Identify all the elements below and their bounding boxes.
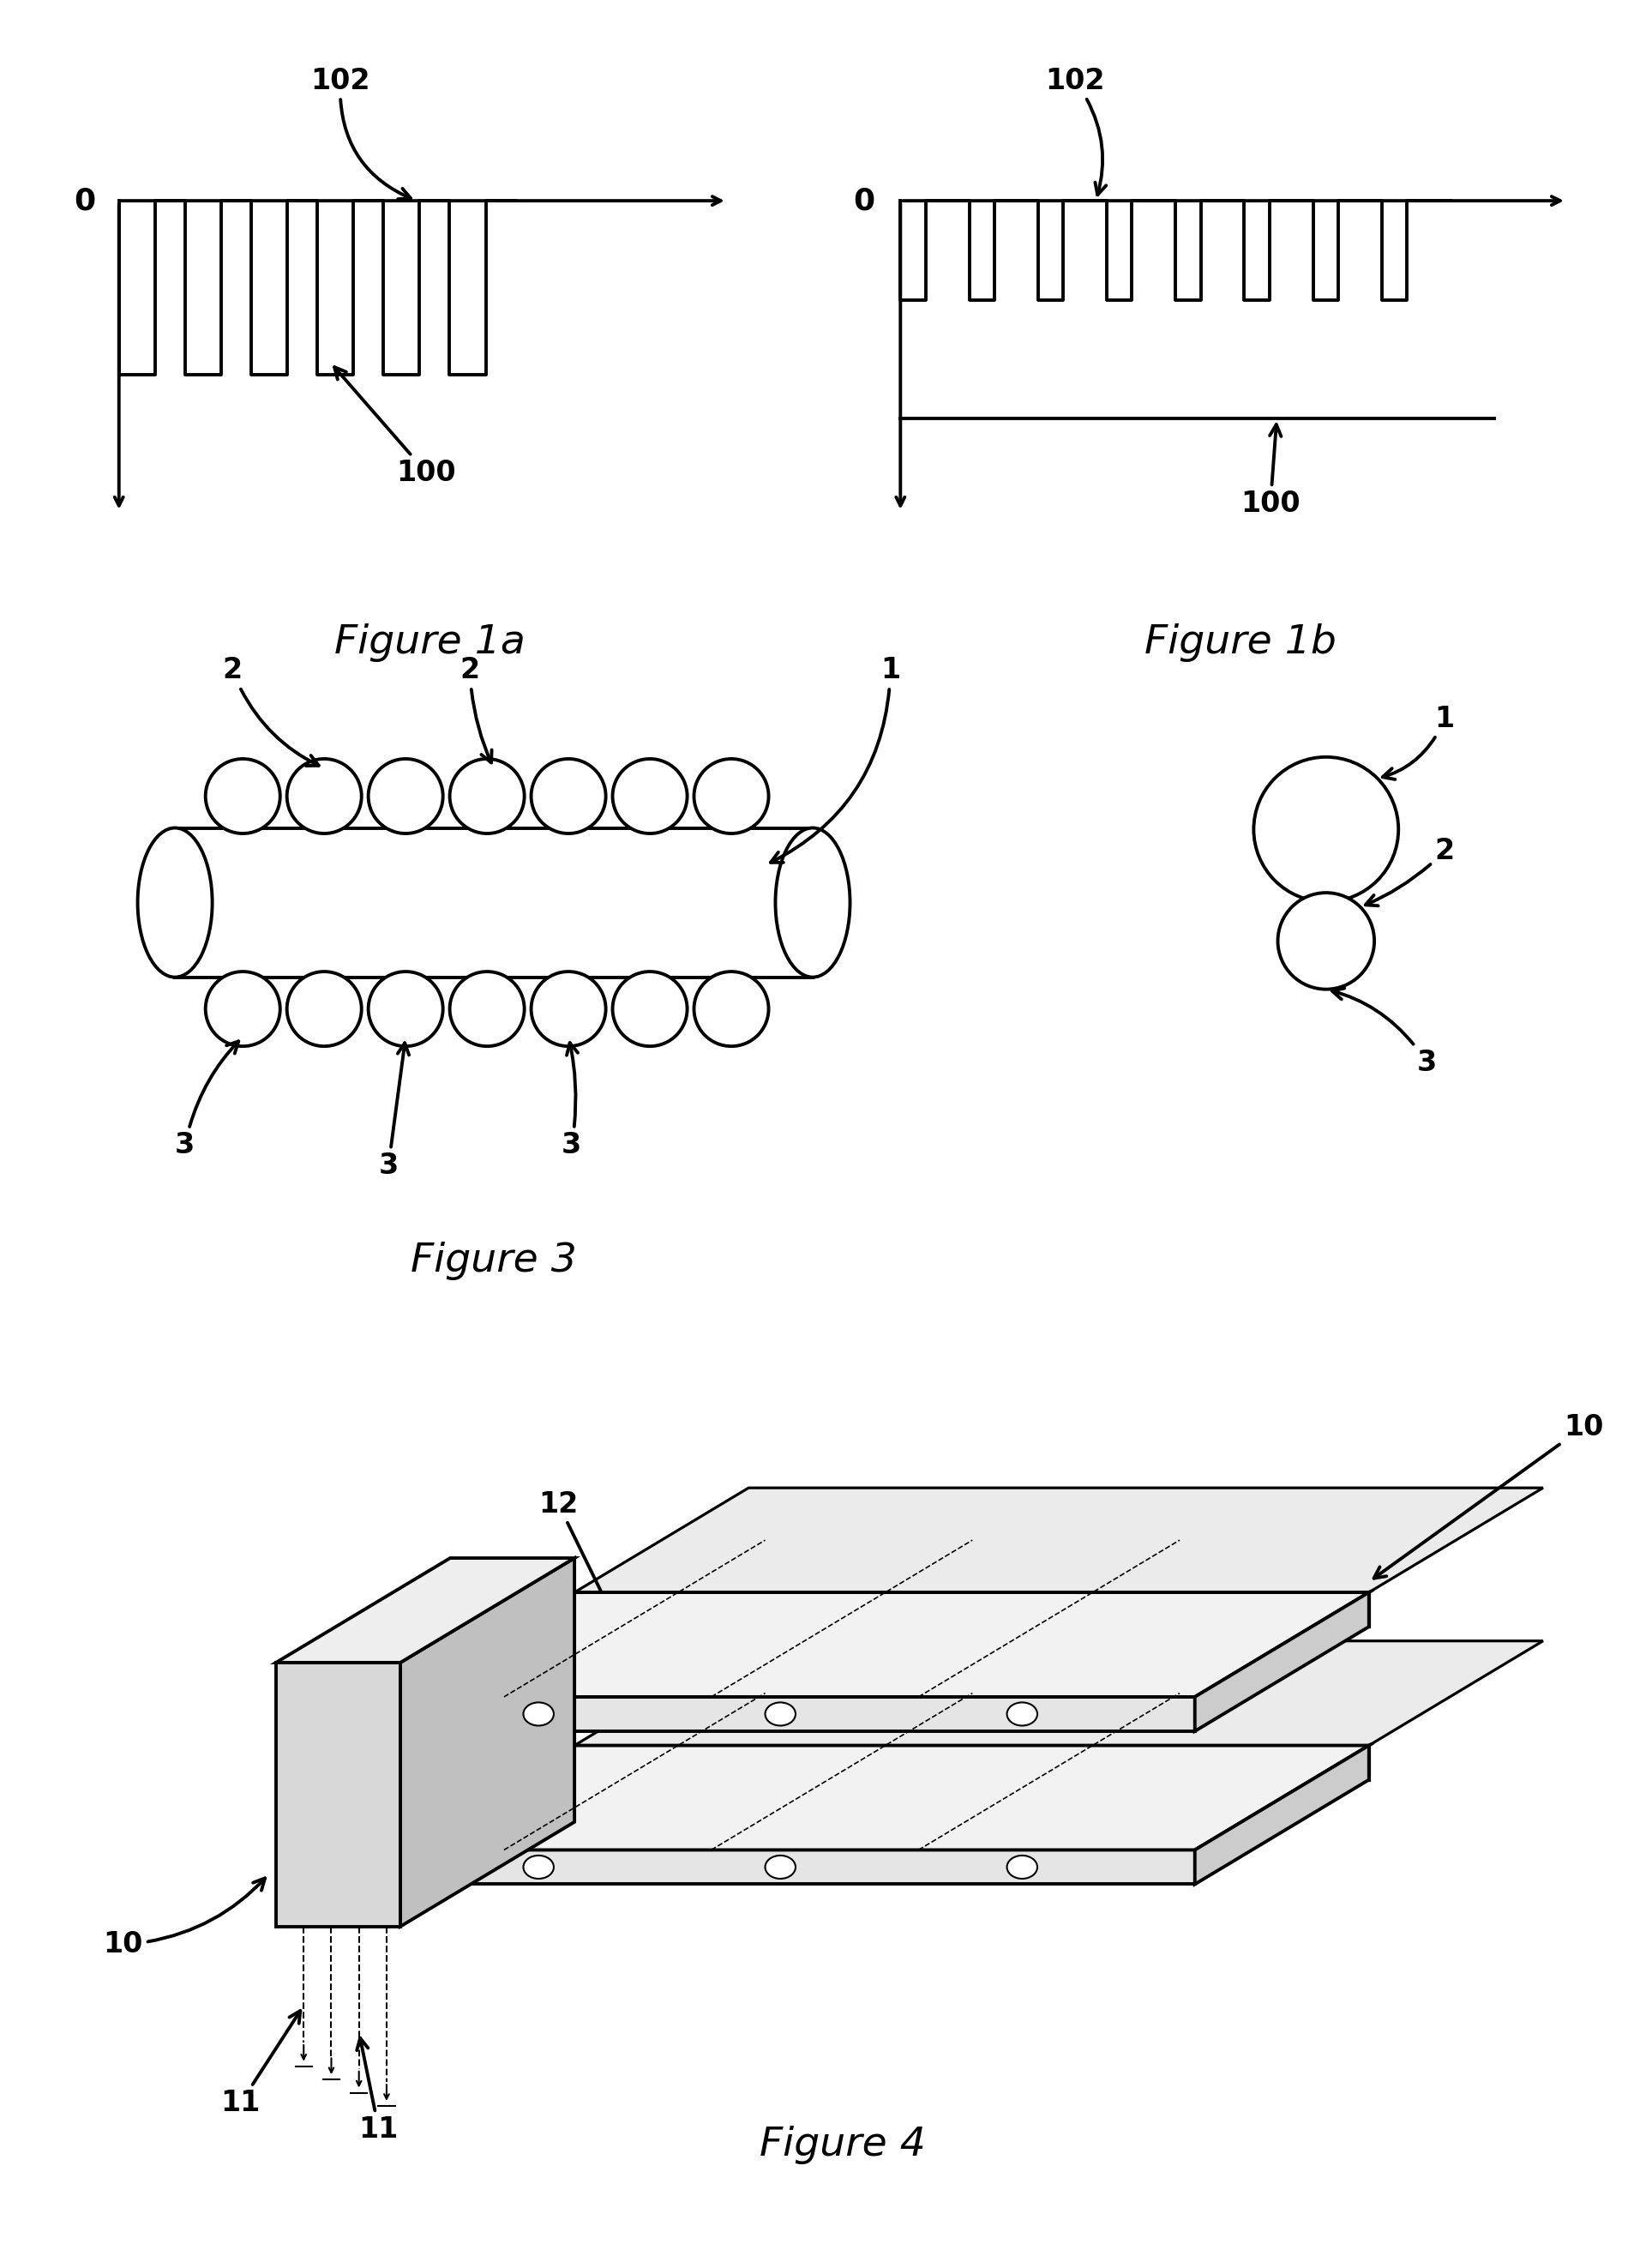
Circle shape	[368, 973, 443, 1047]
Text: 11: 11	[221, 2011, 301, 2117]
Polygon shape	[575, 1488, 1543, 1592]
Text: Figure 3: Figure 3	[411, 1242, 577, 1280]
Circle shape	[1008, 1703, 1037, 1726]
Circle shape	[524, 1855, 553, 1880]
Polygon shape	[400, 1559, 575, 1927]
Text: 3: 3	[1332, 988, 1437, 1077]
Polygon shape	[400, 1592, 1370, 1696]
Circle shape	[1277, 893, 1374, 988]
Polygon shape	[575, 1640, 1543, 1746]
Polygon shape	[400, 1850, 1194, 1884]
Circle shape	[532, 973, 606, 1047]
Text: 1: 1	[771, 656, 900, 862]
Circle shape	[765, 1855, 796, 1880]
Polygon shape	[575, 1746, 1370, 1780]
Text: Figure 1a: Figure 1a	[334, 624, 525, 663]
Text: 12: 12	[539, 1491, 639, 1669]
Text: 1: 1	[1383, 703, 1454, 780]
Circle shape	[1254, 758, 1399, 903]
Text: 102: 102	[1046, 66, 1107, 195]
Circle shape	[524, 1703, 553, 1726]
Text: 0: 0	[74, 185, 96, 215]
Circle shape	[613, 758, 687, 832]
Text: Figure 4: Figure 4	[760, 2126, 925, 2165]
Ellipse shape	[137, 828, 211, 977]
Polygon shape	[1194, 1746, 1370, 1884]
Text: 3: 3	[562, 1043, 582, 1160]
Text: 3: 3	[378, 1043, 410, 1181]
Text: 3: 3	[175, 1041, 238, 1160]
Circle shape	[449, 973, 524, 1047]
Text: 12: 12	[819, 1590, 925, 1724]
Polygon shape	[400, 1696, 1194, 1730]
Text: Figure 1b: Figure 1b	[1145, 624, 1336, 663]
Text: 2: 2	[223, 656, 319, 767]
Text: 100: 100	[334, 366, 456, 486]
Text: 2: 2	[459, 656, 492, 762]
Polygon shape	[575, 1592, 1370, 1626]
Ellipse shape	[775, 828, 851, 977]
Text: 0: 0	[854, 185, 876, 215]
Circle shape	[205, 758, 281, 832]
Circle shape	[205, 973, 281, 1047]
Text: 100: 100	[1241, 425, 1300, 518]
Polygon shape	[400, 1746, 1370, 1850]
Polygon shape	[276, 1559, 575, 1663]
Text: 11: 11	[357, 2038, 398, 2144]
Text: 102: 102	[311, 66, 411, 199]
Text: 10: 10	[1374, 1414, 1604, 1579]
Polygon shape	[276, 1663, 400, 1927]
Circle shape	[532, 758, 606, 832]
Circle shape	[287, 973, 362, 1047]
Circle shape	[694, 758, 768, 832]
Text: 2: 2	[1366, 837, 1454, 905]
Text: 10: 10	[104, 1877, 264, 1959]
Circle shape	[694, 973, 768, 1047]
Circle shape	[368, 758, 443, 832]
Circle shape	[287, 758, 362, 832]
Circle shape	[613, 973, 687, 1047]
Circle shape	[765, 1703, 796, 1726]
Circle shape	[449, 758, 524, 832]
Polygon shape	[1194, 1592, 1370, 1730]
Circle shape	[1008, 1855, 1037, 1880]
